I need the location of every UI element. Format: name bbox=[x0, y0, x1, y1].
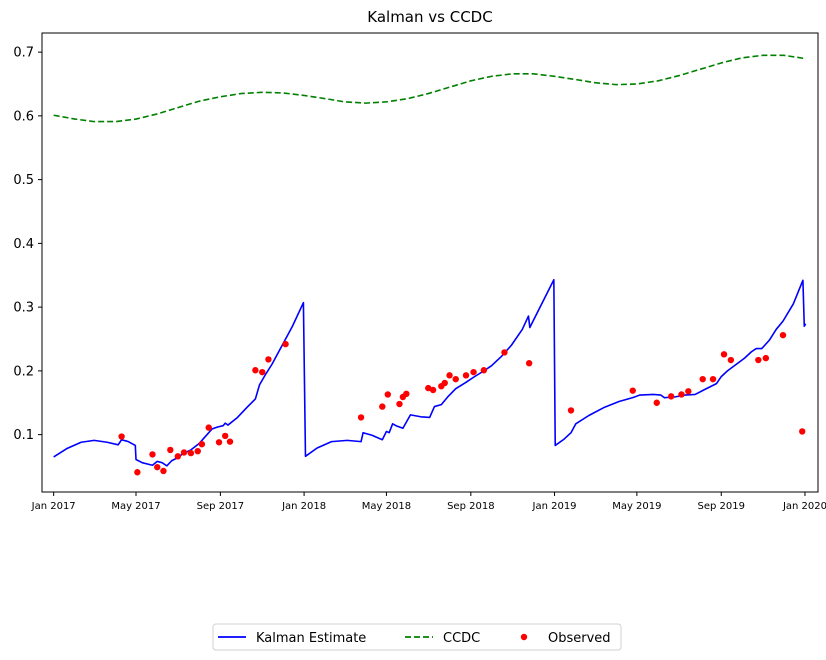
observed-point bbox=[667, 393, 675, 400]
series-observed bbox=[118, 331, 806, 476]
observed-point bbox=[205, 424, 212, 431]
x-tick-label: Jan 2019 bbox=[532, 501, 577, 512]
y-tick-label: 0.1 bbox=[13, 428, 34, 443]
x-tick-label: Jan 2017 bbox=[31, 501, 76, 512]
y-tick-label: 0.5 bbox=[13, 173, 34, 188]
observed-point bbox=[265, 356, 272, 363]
x-tick-label: Sep 2019 bbox=[698, 501, 745, 512]
observed-point bbox=[446, 372, 453, 379]
observed-point bbox=[396, 400, 403, 408]
observed-point bbox=[118, 433, 125, 440]
observed-point bbox=[429, 386, 437, 394]
series-layer bbox=[53, 54, 807, 476]
observed-point bbox=[709, 375, 717, 383]
observed-point bbox=[567, 407, 575, 414]
observed-point bbox=[452, 375, 459, 383]
x-tick-label: Sep 2018 bbox=[447, 501, 494, 512]
x-tick-label: May 2018 bbox=[362, 501, 411, 512]
observed-point bbox=[799, 428, 806, 435]
axes-layer: Jan 2017 May 2017 Sep 2017 Jan 2018 May 2018… bbox=[13, 46, 826, 512]
observed-point bbox=[480, 367, 488, 374]
observed-point bbox=[685, 388, 692, 395]
x-tick-label: Jan 2018 bbox=[281, 501, 326, 512]
observed-point bbox=[149, 451, 156, 458]
y-tick-label: 0.7 bbox=[13, 46, 34, 61]
observed-point bbox=[425, 384, 432, 392]
observed-point bbox=[187, 449, 195, 457]
observed-point bbox=[403, 390, 410, 398]
legend: Kalman Estimate CCDC Observed bbox=[212, 623, 622, 651]
observed-point bbox=[160, 467, 167, 475]
observed-point bbox=[194, 448, 201, 455]
observed-point bbox=[221, 432, 229, 440]
plot-area bbox=[42, 33, 818, 492]
legend-label-observed: Observed bbox=[548, 631, 611, 646]
observed-point bbox=[462, 372, 470, 379]
observed-point bbox=[167, 446, 174, 454]
observed-point bbox=[252, 367, 259, 374]
observed-point bbox=[282, 340, 289, 348]
observed-point bbox=[215, 439, 223, 446]
x-tick-label: Sep 2017 bbox=[197, 501, 244, 512]
y-tick-label: 0.4 bbox=[13, 237, 34, 252]
x-tick-label: May 2019 bbox=[612, 501, 661, 512]
observed-point bbox=[441, 379, 448, 387]
y-tick-label: 0.2 bbox=[13, 364, 34, 379]
observed-point bbox=[384, 391, 391, 398]
x-tick-label: Jan 2020 bbox=[782, 501, 826, 512]
observed-point bbox=[727, 356, 735, 364]
observed-point bbox=[779, 331, 787, 339]
observed-point bbox=[198, 440, 206, 448]
observed-point bbox=[525, 360, 533, 367]
chart-title: Kalman vs CCDC bbox=[367, 8, 492, 26]
observed-point bbox=[720, 351, 728, 358]
observed-point bbox=[180, 449, 188, 456]
legend-label-ccdc: CCDC bbox=[443, 631, 480, 646]
observed-point bbox=[501, 349, 508, 356]
legend-swatch-observed bbox=[520, 633, 528, 641]
observed-point bbox=[699, 375, 706, 383]
observed-point bbox=[629, 387, 636, 394]
legend-label-kalman: Kalman Estimate bbox=[256, 631, 366, 646]
x-tick-label: May 2017 bbox=[111, 501, 160, 512]
observed-point bbox=[755, 356, 762, 364]
observed-point bbox=[259, 368, 266, 376]
observed-point bbox=[154, 463, 161, 471]
ccdc-line bbox=[53, 54, 806, 123]
observed-point bbox=[762, 354, 770, 362]
observed-point bbox=[174, 453, 182, 460]
observed-point bbox=[357, 414, 365, 421]
observed-point bbox=[379, 403, 386, 410]
observed-point bbox=[226, 438, 234, 445]
observed-point bbox=[653, 399, 660, 406]
observed-point bbox=[134, 469, 141, 476]
plot-frame bbox=[41, 32, 819, 493]
observed-point bbox=[678, 391, 685, 398]
observed-point bbox=[470, 368, 477, 376]
y-tick-label: 0.3 bbox=[13, 301, 34, 316]
y-tick-label: 0.6 bbox=[13, 109, 34, 124]
